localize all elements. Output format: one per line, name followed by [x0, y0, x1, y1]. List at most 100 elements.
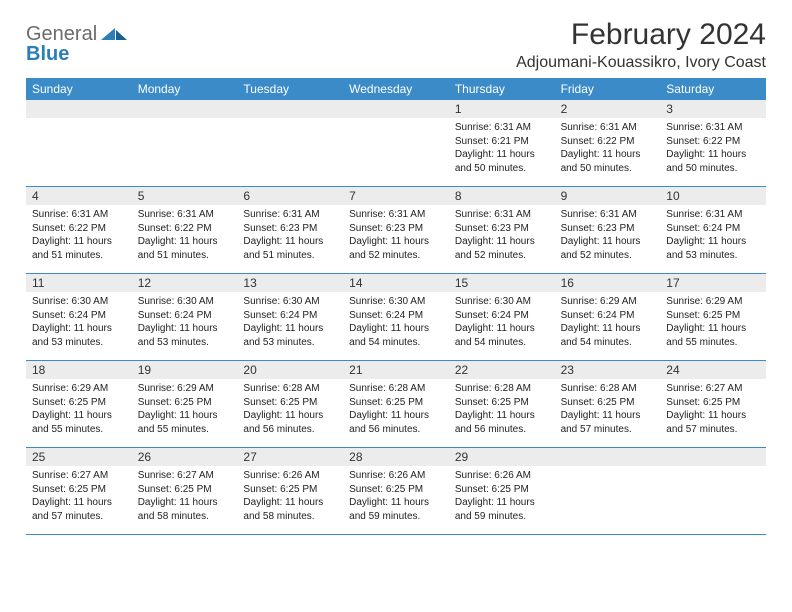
daylight-text: Daylight: 11 hours and 56 minutes. — [349, 409, 443, 436]
sunset-text: Sunset: 6:25 PM — [349, 396, 443, 410]
logo-mark-icon — [101, 24, 127, 46]
day-details: Sunrise: 6:29 AMSunset: 6:25 PMDaylight:… — [132, 379, 238, 442]
calendar-cell — [26, 100, 132, 186]
sunset-text: Sunset: 6:23 PM — [561, 222, 655, 236]
sunrise-text: Sunrise: 6:29 AM — [666, 295, 760, 309]
calendar-cell: 22Sunrise: 6:28 AMSunset: 6:25 PMDayligh… — [449, 361, 555, 447]
calendar-week: 18Sunrise: 6:29 AMSunset: 6:25 PMDayligh… — [26, 361, 766, 448]
day-details: Sunrise: 6:31 AMSunset: 6:22 PMDaylight:… — [555, 118, 661, 181]
calendar-cell: 21Sunrise: 6:28 AMSunset: 6:25 PMDayligh… — [343, 361, 449, 447]
daylight-text: Daylight: 11 hours and 51 minutes. — [32, 235, 126, 262]
day-number — [237, 100, 343, 118]
daylight-text: Daylight: 11 hours and 50 minutes. — [455, 148, 549, 175]
calendar-cell: 29Sunrise: 6:26 AMSunset: 6:25 PMDayligh… — [449, 448, 555, 534]
sunrise-text: Sunrise: 6:30 AM — [455, 295, 549, 309]
day-details: Sunrise: 6:30 AMSunset: 6:24 PMDaylight:… — [237, 292, 343, 355]
day-number: 23 — [555, 361, 661, 379]
day-details: Sunrise: 6:31 AMSunset: 6:21 PMDaylight:… — [449, 118, 555, 181]
sunrise-text: Sunrise: 6:28 AM — [561, 382, 655, 396]
sunrise-text: Sunrise: 6:29 AM — [32, 382, 126, 396]
calendar-cell — [132, 100, 238, 186]
calendar-cell — [555, 448, 661, 534]
title-block: February 2024 Adjoumani-Kouassikro, Ivor… — [516, 18, 766, 72]
calendar-week: 25Sunrise: 6:27 AMSunset: 6:25 PMDayligh… — [26, 448, 766, 535]
day-details: Sunrise: 6:31 AMSunset: 6:23 PMDaylight:… — [237, 205, 343, 268]
daylight-text: Daylight: 11 hours and 51 minutes. — [138, 235, 232, 262]
sunrise-text: Sunrise: 6:29 AM — [561, 295, 655, 309]
day-number: 17 — [660, 274, 766, 292]
day-number: 26 — [132, 448, 238, 466]
calendar-cell: 8Sunrise: 6:31 AMSunset: 6:23 PMDaylight… — [449, 187, 555, 273]
header: General Blue February 2024 Adjoumani-Kou… — [26, 18, 766, 72]
daylight-text: Daylight: 11 hours and 54 minutes. — [349, 322, 443, 349]
daylight-text: Daylight: 11 hours and 58 minutes. — [138, 496, 232, 523]
weekday-header: Friday — [555, 78, 661, 100]
sunset-text: Sunset: 6:24 PM — [455, 309, 549, 323]
day-number: 4 — [26, 187, 132, 205]
calendar-cell: 13Sunrise: 6:30 AMSunset: 6:24 PMDayligh… — [237, 274, 343, 360]
calendar-cell — [660, 448, 766, 534]
sunset-text: Sunset: 6:22 PM — [666, 135, 760, 149]
sunrise-text: Sunrise: 6:31 AM — [561, 121, 655, 135]
sunset-text: Sunset: 6:24 PM — [32, 309, 126, 323]
sunrise-text: Sunrise: 6:30 AM — [32, 295, 126, 309]
daylight-text: Daylight: 11 hours and 52 minutes. — [561, 235, 655, 262]
sunrise-text: Sunrise: 6:31 AM — [455, 208, 549, 222]
sunrise-text: Sunrise: 6:31 AM — [138, 208, 232, 222]
calendar-cell: 19Sunrise: 6:29 AMSunset: 6:25 PMDayligh… — [132, 361, 238, 447]
calendar-cell: 17Sunrise: 6:29 AMSunset: 6:25 PMDayligh… — [660, 274, 766, 360]
day-number: 18 — [26, 361, 132, 379]
day-number: 15 — [449, 274, 555, 292]
calendar-cell — [343, 100, 449, 186]
day-details: Sunrise: 6:26 AMSunset: 6:25 PMDaylight:… — [343, 466, 449, 529]
daylight-text: Daylight: 11 hours and 53 minutes. — [666, 235, 760, 262]
daylight-text: Daylight: 11 hours and 59 minutes. — [349, 496, 443, 523]
calendar-cell: 6Sunrise: 6:31 AMSunset: 6:23 PMDaylight… — [237, 187, 343, 273]
day-number: 6 — [237, 187, 343, 205]
day-details: Sunrise: 6:28 AMSunset: 6:25 PMDaylight:… — [449, 379, 555, 442]
calendar-cell: 4Sunrise: 6:31 AMSunset: 6:22 PMDaylight… — [26, 187, 132, 273]
sunrise-text: Sunrise: 6:31 AM — [561, 208, 655, 222]
day-number: 13 — [237, 274, 343, 292]
weekday-header: Thursday — [449, 78, 555, 100]
sunset-text: Sunset: 6:25 PM — [666, 396, 760, 410]
day-details: Sunrise: 6:29 AMSunset: 6:25 PMDaylight:… — [660, 292, 766, 355]
sunrise-text: Sunrise: 6:29 AM — [138, 382, 232, 396]
day-number: 12 — [132, 274, 238, 292]
sunset-text: Sunset: 6:24 PM — [243, 309, 337, 323]
sunset-text: Sunset: 6:25 PM — [666, 309, 760, 323]
sunset-text: Sunset: 6:21 PM — [455, 135, 549, 149]
daylight-text: Daylight: 11 hours and 56 minutes. — [455, 409, 549, 436]
sunset-text: Sunset: 6:25 PM — [138, 396, 232, 410]
day-details: Sunrise: 6:27 AMSunset: 6:25 PMDaylight:… — [132, 466, 238, 529]
day-details: Sunrise: 6:31 AMSunset: 6:23 PMDaylight:… — [449, 205, 555, 268]
sunset-text: Sunset: 6:25 PM — [243, 483, 337, 497]
logo: General Blue — [26, 18, 127, 64]
day-number: 5 — [132, 187, 238, 205]
day-number: 22 — [449, 361, 555, 379]
sunset-text: Sunset: 6:25 PM — [32, 396, 126, 410]
sunset-text: Sunset: 6:24 PM — [138, 309, 232, 323]
sunrise-text: Sunrise: 6:27 AM — [32, 469, 126, 483]
day-number — [343, 100, 449, 118]
day-number: 1 — [449, 100, 555, 118]
sunset-text: Sunset: 6:25 PM — [243, 396, 337, 410]
day-number — [555, 448, 661, 466]
calendar-cell: 14Sunrise: 6:30 AMSunset: 6:24 PMDayligh… — [343, 274, 449, 360]
day-number: 28 — [343, 448, 449, 466]
day-details: Sunrise: 6:27 AMSunset: 6:25 PMDaylight:… — [26, 466, 132, 529]
daylight-text: Daylight: 11 hours and 55 minutes. — [138, 409, 232, 436]
day-number: 25 — [26, 448, 132, 466]
calendar-cell: 25Sunrise: 6:27 AMSunset: 6:25 PMDayligh… — [26, 448, 132, 534]
sunrise-text: Sunrise: 6:30 AM — [138, 295, 232, 309]
calendar: Sunday Monday Tuesday Wednesday Thursday… — [26, 78, 766, 535]
day-number: 3 — [660, 100, 766, 118]
calendar-cell: 24Sunrise: 6:27 AMSunset: 6:25 PMDayligh… — [660, 361, 766, 447]
calendar-cell: 12Sunrise: 6:30 AMSunset: 6:24 PMDayligh… — [132, 274, 238, 360]
day-details: Sunrise: 6:30 AMSunset: 6:24 PMDaylight:… — [449, 292, 555, 355]
daylight-text: Daylight: 11 hours and 53 minutes. — [32, 322, 126, 349]
sunset-text: Sunset: 6:23 PM — [349, 222, 443, 236]
sunset-text: Sunset: 6:25 PM — [455, 483, 549, 497]
calendar-cell: 15Sunrise: 6:30 AMSunset: 6:24 PMDayligh… — [449, 274, 555, 360]
calendar-week: 4Sunrise: 6:31 AMSunset: 6:22 PMDaylight… — [26, 187, 766, 274]
